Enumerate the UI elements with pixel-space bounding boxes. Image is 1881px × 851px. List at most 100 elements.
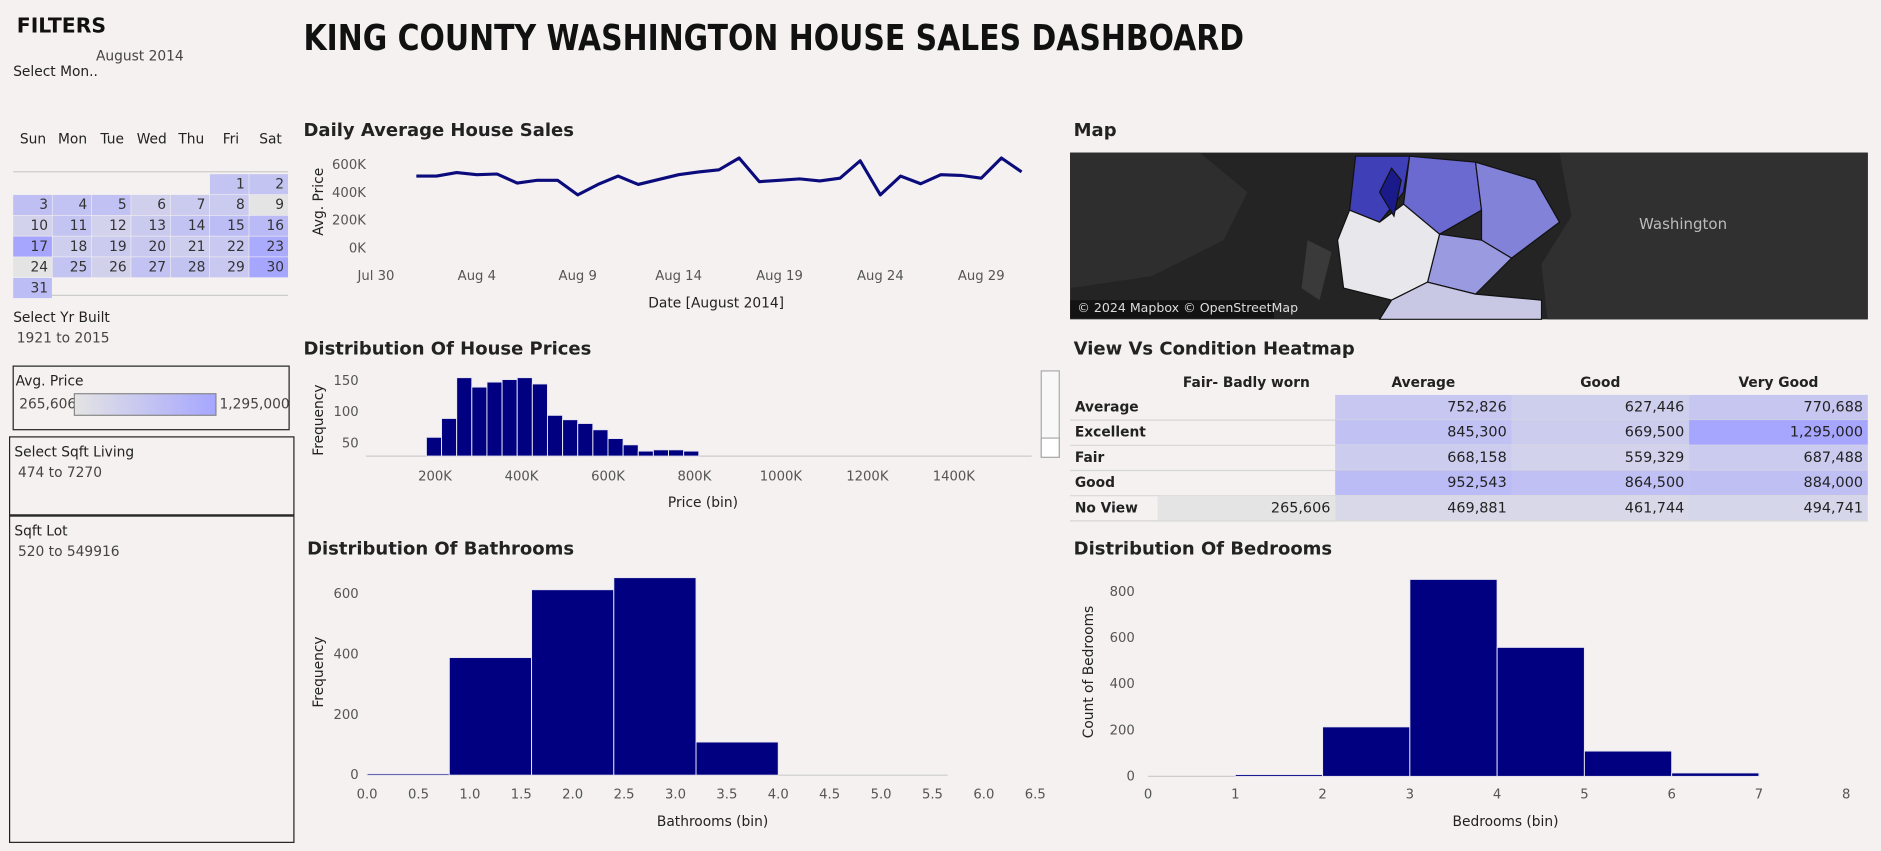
calendar-day-cell[interactable] (52, 257, 92, 278)
calendar-day-cell[interactable] (13, 236, 52, 257)
calendar-day-cell[interactable] (170, 194, 210, 216)
y-tick-label: 200 (1110, 723, 1135, 738)
x-tick-label: 5.5 (922, 787, 943, 802)
x-tick-label: 1400K (933, 469, 976, 484)
map[interactable]: © 2024 Mapbox © OpenStreetMap Washington (1070, 152, 1868, 320)
calendar-day: 19 (109, 239, 127, 255)
x-tick-label: 4.5 (819, 787, 840, 802)
y-tick-label: 200 (334, 708, 359, 723)
x-tick-label: 0 (1144, 787, 1152, 802)
heatmap-value: 864,500 (1625, 475, 1684, 491)
weekday-label: Wed (137, 131, 167, 147)
x-tick-label: 600K (591, 469, 625, 484)
yr-built-label: Select Yr Built (13, 310, 110, 326)
y-axis-title: Avg. Price (311, 168, 327, 236)
calendar-day-cell[interactable] (91, 215, 131, 236)
heatmap-cell (1689, 420, 1868, 445)
calendar-day-cell[interactable] (13, 194, 52, 216)
avg-price-legend-box (12, 365, 290, 431)
x-tick-label: 200K (418, 469, 452, 484)
calendar-day-cell[interactable] (13, 257, 52, 278)
avg-price-label: Avg. Price (16, 374, 84, 390)
calendar-day-cell[interactable] (170, 215, 210, 236)
calendar-day: 21 (188, 239, 206, 255)
x-tick-label: 6.5 (1025, 787, 1046, 802)
x-tick-label: 2.0 (562, 787, 583, 802)
y-tick-label: 0 (1126, 769, 1134, 784)
calendar-day-cell[interactable] (91, 257, 131, 278)
y-tick-label: 400 (1110, 677, 1135, 692)
calendar-day: 16 (267, 218, 285, 234)
calendar-day-cell[interactable] (249, 194, 289, 216)
filters-heading: FILTERS (17, 14, 106, 38)
histogram-bar (425, 436, 443, 457)
y-tick-label: 800 (1110, 585, 1135, 600)
calendar-day-cell[interactable] (209, 174, 249, 195)
histogram-bar (695, 741, 779, 776)
sqft-lot-value[interactable]: 520 to 549916 (18, 544, 120, 560)
heatmap-value: 461,744 (1625, 500, 1684, 516)
histogram-bar (471, 386, 488, 457)
x-axis-title: Price (bin) (668, 495, 738, 511)
weekday-label: Sun (20, 131, 46, 147)
calendar-day-cell[interactable] (209, 257, 249, 278)
x-tick-label: 1 (1231, 787, 1239, 802)
calendar-day-cell[interactable] (249, 174, 289, 195)
calendar-day-cell[interactable] (52, 215, 92, 236)
map-land (1541, 152, 1868, 320)
calendar-day-cell[interactable] (170, 236, 210, 257)
x-tick-label: 800K (678, 469, 712, 484)
calendar-day-cell[interactable] (13, 215, 52, 236)
chart-title: Distribution Of Bedrooms (1074, 539, 1332, 560)
calendar-day-cell[interactable] (209, 215, 249, 236)
heatmap-value: 494,741 (1804, 500, 1863, 516)
histogram-bar (577, 422, 594, 457)
calendar-day-cell[interactable] (209, 194, 249, 216)
heatmap-cell (1335, 495, 1512, 521)
x-tick-label: Aug 9 (559, 269, 597, 284)
calendar-day-cell[interactable] (131, 194, 170, 216)
scroll-thumb[interactable] (1040, 437, 1060, 458)
calendar-day-cell[interactable] (131, 215, 170, 236)
heatmap-column-header: Average (1391, 375, 1455, 391)
month-value[interactable]: August 2014 (96, 49, 184, 65)
calendar-day: 31 (30, 280, 48, 296)
heatmap-column-header: Good (1580, 375, 1620, 391)
x-tick-label: 1.5 (511, 787, 532, 802)
heatmap-value: 627,446 (1625, 400, 1684, 416)
calendar-day-cell[interactable] (249, 257, 289, 278)
calendar-day: 15 (227, 218, 245, 234)
heatmap-cell (1335, 445, 1512, 470)
x-tick-label: 0.0 (357, 787, 378, 802)
calendar-day-cell[interactable] (131, 257, 170, 278)
histogram-bar (501, 379, 518, 457)
heatmap-cell (1511, 445, 1690, 470)
heatmap-value: 687,488 (1804, 450, 1863, 466)
calendar-day-cell[interactable] (131, 236, 170, 257)
sqft-living-box (8, 436, 295, 516)
calendar-day-cell[interactable] (52, 236, 92, 257)
sqft-living-value[interactable]: 474 to 7270 (18, 465, 102, 481)
histogram-bar (1234, 774, 1324, 777)
calendar-day-cell[interactable] (91, 194, 131, 216)
calendar-day-cell[interactable] (91, 236, 131, 257)
heatmap-value: 1,295,000 (1790, 425, 1863, 441)
calendar-day: 14 (188, 218, 206, 234)
calendar-day-cell[interactable] (13, 277, 52, 299)
calendar-day-cell[interactable] (249, 236, 289, 257)
calendar-day-cell[interactable] (52, 194, 92, 216)
x-tick-label: 4 (1493, 787, 1501, 802)
y-tick-label: 600 (334, 587, 359, 602)
calendar-day-cell[interactable] (209, 236, 249, 257)
histogram-bar (486, 381, 503, 457)
y-tick-label: 400 (334, 648, 359, 663)
yr-built-value[interactable]: 1921 to 2015 (17, 331, 110, 347)
y-tick-label: 600K (332, 158, 366, 173)
calendar-day-cell[interactable] (249, 215, 289, 236)
histogram-bar (613, 577, 697, 776)
calendar-day-cell[interactable] (170, 257, 210, 278)
x-tick-label: 1000K (760, 469, 803, 484)
histogram-bar (546, 414, 564, 457)
calendar-day: 2 (275, 176, 284, 192)
